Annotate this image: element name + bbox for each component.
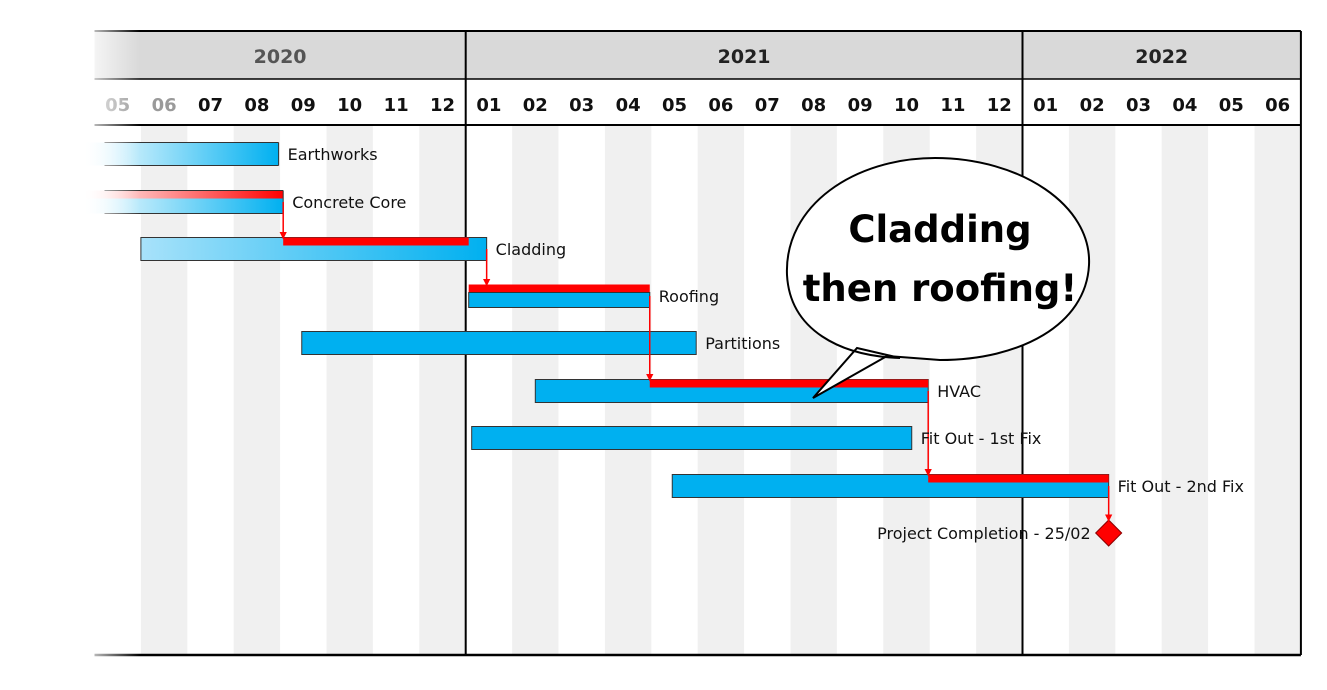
year-header-band (94, 31, 1301, 79)
month-label: 03 (569, 95, 594, 116)
month-label: 07 (198, 95, 223, 116)
month-label: 06 (708, 95, 733, 116)
critical-path-bar (649, 379, 929, 388)
month-label: 09 (291, 95, 316, 116)
month-label: 06 (1265, 95, 1290, 116)
month-label: 09 (848, 95, 873, 116)
month-label: 04 (1172, 95, 1197, 116)
task-label: Fit Out - 2nd Fix (1118, 477, 1244, 496)
task-label: Fit Out - 1st Fix (921, 429, 1042, 448)
month-column-shade (419, 125, 466, 655)
month-label: 03 (1126, 95, 1151, 116)
speech-bubble-shape (785, 156, 1091, 399)
month-label: 08 (244, 95, 269, 116)
task-bar (84, 142, 279, 166)
task-label: HVAC (937, 382, 981, 401)
timescale-header: 2020 2021 2022 05 06 07 08 09 10 11 12 01 02 03 04 05 06… (94, 31, 1301, 116)
critical-path-bar (84, 190, 284, 199)
task-labels-layer: Earthworks Concrete Core Cladding Roofing Pa… (288, 145, 1244, 543)
callout-line-1: Cladding (848, 208, 1031, 251)
task-bar (84, 198, 284, 214)
task-bar (301, 331, 697, 355)
critical-path-bar (468, 284, 650, 293)
dependency-links-layer (279, 202, 1113, 522)
task-bars-layer (84, 142, 1123, 547)
month-label: 07 (755, 95, 780, 116)
month-column-shade (1161, 125, 1209, 655)
task-label: Partitions (705, 334, 780, 353)
month-label: 11 (940, 95, 965, 116)
month-label: 04 (616, 95, 641, 116)
month-label: 06 (152, 95, 177, 116)
year-label: 2020 (254, 46, 307, 68)
month-column-shade (1068, 125, 1116, 655)
month-column-shade (326, 125, 373, 655)
milestone-diamond (1094, 519, 1123, 547)
speech-bubble-callout: Cladding then roofing! (785, 156, 1091, 399)
task-label: Roofing (659, 287, 719, 306)
year-label: 2021 (718, 46, 771, 68)
month-label: 12 (987, 95, 1012, 116)
month-column-shade (1254, 125, 1301, 655)
month-label: 05 (1219, 95, 1244, 116)
month-label: 11 (384, 95, 409, 116)
critical-path-bar (928, 474, 1109, 483)
task-bar (471, 426, 913, 450)
task-label: Cladding (496, 240, 566, 259)
task-label: Concrete Core (292, 193, 406, 212)
month-label: 02 (523, 95, 548, 116)
callout-line-2: then roofing! (803, 267, 1078, 310)
milestone-label: Project Completion - 25/02 (877, 524, 1091, 543)
month-label: 01 (476, 95, 501, 116)
month-label: 10 (894, 95, 919, 116)
month-label: 10 (337, 95, 362, 116)
month-label: 05 (105, 95, 130, 116)
task-bar (468, 292, 651, 308)
month-label: 12 (430, 95, 455, 116)
task-label: Earthworks (288, 145, 378, 164)
month-label: 02 (1080, 95, 1105, 116)
year-label: 2022 (1135, 46, 1188, 68)
month-label: 05 (662, 95, 687, 116)
critical-path-bar (283, 237, 469, 246)
month-label: 08 (801, 95, 826, 116)
month-label: 01 (1033, 95, 1058, 116)
